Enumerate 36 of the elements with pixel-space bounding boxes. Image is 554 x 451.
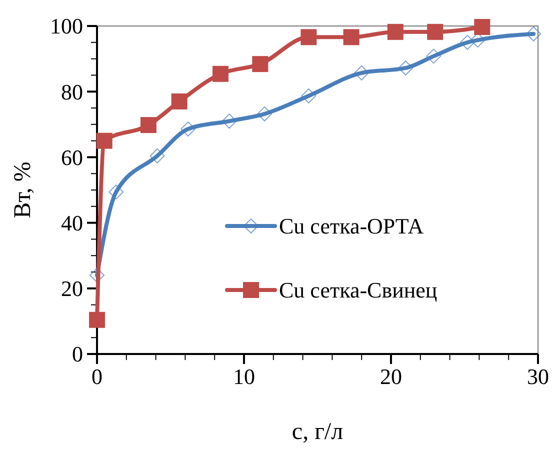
x-axis-title: c, г/л (292, 419, 344, 445)
point (398, 60, 414, 76)
point (343, 29, 360, 46)
point (460, 34, 475, 50)
point (89, 312, 105, 328)
y-tick-label: 20 (61, 276, 83, 302)
y-tick-label: 40 (61, 210, 83, 236)
legend-label: Cu сетка-ОРТА (279, 214, 424, 239)
x-tick-label: 0 (92, 364, 102, 389)
point (526, 26, 542, 42)
point (108, 184, 124, 200)
legend-label: Cu сетка-Свинец (279, 278, 438, 303)
y-tick-label: 100 (50, 14, 83, 39)
y-axis-title: Вт, % (10, 162, 36, 218)
point (300, 29, 317, 46)
point (354, 65, 370, 80)
point (171, 93, 188, 110)
point (426, 48, 442, 64)
point (387, 24, 404, 40)
point (150, 148, 165, 164)
point (212, 66, 228, 82)
y-tick-label: 60 (61, 144, 83, 170)
y-tick-label: 0 (72, 342, 83, 367)
x-tick-label: 10 (233, 364, 255, 389)
point (96, 132, 112, 149)
y-tick-label: 80 (61, 79, 83, 104)
point (140, 117, 156, 134)
x-tick-label: 20 (380, 364, 402, 389)
x-tick-label: 30 (527, 364, 549, 389)
point (222, 114, 237, 129)
point (257, 106, 272, 122)
point (474, 18, 490, 35)
point (180, 121, 196, 136)
point (252, 56, 268, 72)
point (301, 88, 316, 104)
point (427, 24, 444, 40)
